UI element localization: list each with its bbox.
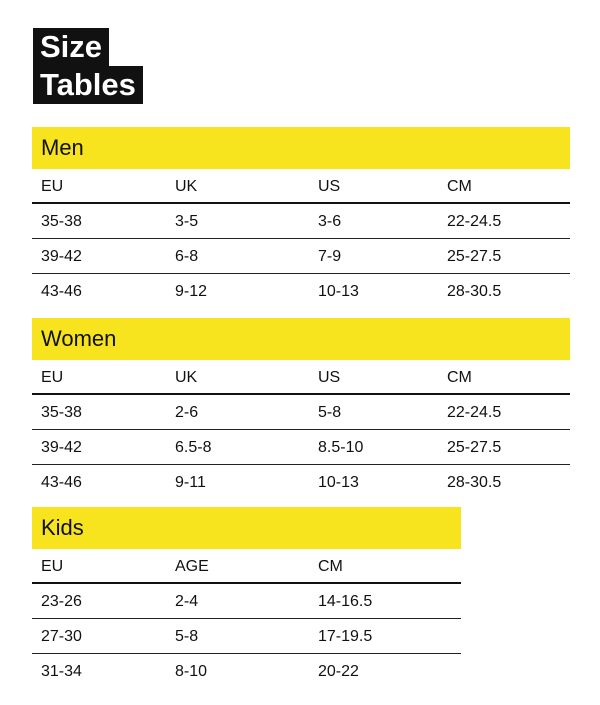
table-row: 27-30 5-8 17-19.5 [32, 619, 461, 654]
column-header-cm: CM [447, 369, 472, 386]
table-cell: 22-24.5 [447, 213, 502, 230]
column-header-eu: EU [41, 558, 64, 575]
column-header-cm: CM [318, 558, 343, 575]
table-cell: 5-8 [175, 628, 199, 645]
table-cell: 35-38 [41, 213, 82, 230]
table-cell: 27-30 [41, 628, 82, 645]
table-cell: 25-27.5 [447, 248, 502, 265]
column-header-eu: EU [41, 178, 64, 195]
table-cell: 3-5 [175, 213, 199, 230]
table-cell: 22-24.5 [447, 404, 502, 421]
table-cell: 28-30.5 [447, 283, 502, 300]
table-cell: 39-42 [41, 248, 82, 265]
table-cell: 6-8 [175, 248, 199, 265]
table-cell: 7-9 [318, 248, 342, 265]
table-cell: 10-13 [318, 283, 359, 300]
table-cell: 17-19.5 [318, 628, 373, 645]
kids-section: Kids EU AGE CM 23-26 2-4 14-16.5 27-30 5… [32, 507, 461, 689]
column-header-uk: UK [175, 178, 198, 195]
table-cell: 2-4 [175, 593, 199, 610]
women-section: Women EU UK US CM 35-38 2-6 5-8 22-24.5 … [32, 318, 570, 500]
table-row: 43-46 9-11 10-13 28-30.5 [32, 465, 570, 500]
column-header-eu: EU [41, 369, 64, 386]
table-cell: 31-34 [41, 663, 82, 680]
table-cell: 3-6 [318, 213, 342, 230]
table-cell: 43-46 [41, 474, 82, 491]
men-header-row: EU UK US CM [32, 169, 570, 204]
women-section-header: Women [32, 318, 570, 360]
table-cell: 23-26 [41, 593, 82, 610]
table-row: 35-38 2-6 5-8 22-24.5 [32, 395, 570, 430]
table-cell: 6.5-8 [175, 439, 212, 456]
table-cell: 35-38 [41, 404, 82, 421]
men-section: Men EU UK US CM 35-38 3-5 3-6 22-24.5 39… [32, 127, 570, 309]
table-cell: 28-30.5 [447, 474, 502, 491]
table-cell: 8.5-10 [318, 439, 364, 456]
title-line-2: Tables [33, 66, 143, 104]
table-row: 43-46 9-12 10-13 28-30.5 [32, 274, 570, 309]
column-header-us: US [318, 369, 341, 386]
table-row: 23-26 2-4 14-16.5 [32, 584, 461, 619]
women-header-row: EU UK US CM [32, 360, 570, 395]
kids-section-header: Kids [32, 507, 461, 549]
table-cell: 8-10 [175, 663, 208, 680]
table-cell: 5-8 [318, 404, 342, 421]
table-cell: 39-42 [41, 439, 82, 456]
column-header-age: AGE [175, 558, 209, 575]
table-cell: 43-46 [41, 283, 82, 300]
table-row: 39-42 6.5-8 8.5-10 25-27.5 [32, 430, 570, 465]
table-cell: 9-11 [175, 474, 206, 491]
table-row: 39-42 6-8 7-9 25-27.5 [32, 239, 570, 274]
title-line-1: Size [33, 28, 110, 66]
men-section-header: Men [32, 127, 570, 169]
column-header-us: US [318, 178, 341, 195]
table-row: 35-38 3-5 3-6 22-24.5 [32, 204, 570, 239]
table-cell: 9-12 [175, 283, 208, 300]
table-row: 31-34 8-10 20-22 [32, 654, 461, 689]
table-cell: 10-13 [318, 474, 359, 491]
table-cell: 25-27.5 [447, 439, 502, 456]
kids-header-row: EU AGE CM [32, 549, 461, 584]
column-header-uk: UK [175, 369, 198, 386]
table-cell: 14-16.5 [318, 593, 373, 610]
table-cell: 20-22 [318, 663, 359, 680]
table-cell: 2-6 [175, 404, 199, 421]
column-header-cm: CM [447, 178, 472, 195]
